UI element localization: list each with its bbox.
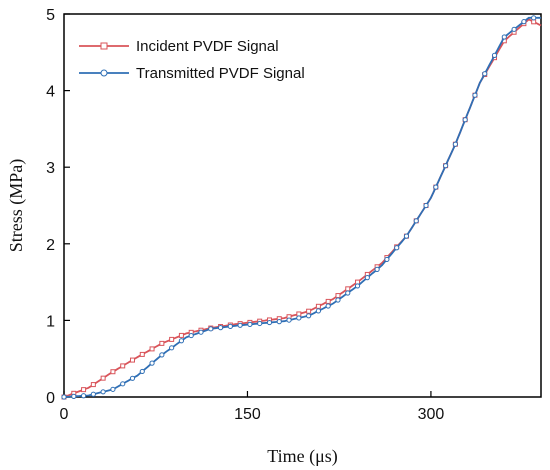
series-2-marker [237, 322, 243, 328]
series-2-marker [247, 321, 253, 327]
series-2-marker [159, 352, 165, 358]
plot-frame [63, 13, 542, 398]
series-1-marker [335, 293, 341, 299]
series-2-marker [217, 325, 224, 331]
series-2-marker [511, 26, 517, 32]
series-2-marker [257, 320, 263, 327]
series-2-marker [276, 319, 282, 325]
axis-ticks: 0 150 300 0 1 2 3 4 5 [46, 7, 444, 423]
series-2-marker [139, 368, 145, 375]
y-tick-label: 2 [46, 237, 55, 254]
x-tick-label: 150 [234, 406, 261, 423]
series-2-marker [149, 360, 155, 366]
series-2-marker [90, 391, 96, 397]
series-1-marker [120, 363, 126, 369]
series-1-marker [100, 375, 106, 381]
series-1-marker [306, 308, 312, 314]
series-2-marker [462, 117, 468, 123]
legend-label-2: Transmitted PVDF Signal [136, 65, 305, 82]
series-2-marker [501, 34, 507, 40]
series-2-marker [521, 19, 527, 25]
series-2-marker [413, 218, 419, 224]
series-1-marker [178, 332, 184, 338]
legend-marker-2 [100, 69, 108, 77]
series-1-marker [129, 357, 135, 363]
series-2-marker [452, 141, 458, 147]
series-2-marker [491, 52, 498, 58]
series-2-marker [364, 275, 370, 281]
series-2-marker [325, 303, 331, 309]
series-2-marker [374, 266, 380, 272]
series-2-marker [178, 338, 185, 344]
series-2-marker [227, 323, 233, 329]
series-2-marker [354, 283, 361, 289]
series-2-marker [188, 332, 194, 339]
series-1-marker [110, 369, 116, 375]
y-axis-label: Stress (MPa) [6, 159, 27, 253]
series-2-marker [335, 297, 341, 303]
series-1-marker [159, 340, 165, 346]
series-2-marker [266, 319, 273, 326]
series-2-marker [531, 15, 537, 21]
series-2-marker [306, 313, 312, 319]
y-tick-label: 4 [46, 84, 55, 101]
y-tick-label: 3 [46, 160, 55, 177]
y-tick-label: 5 [46, 7, 55, 24]
series-1-marker [81, 387, 87, 393]
series-2-marker [208, 326, 214, 332]
y-tick-label: 1 [46, 313, 55, 330]
series-2-marker [286, 317, 292, 323]
series-2-marker [394, 245, 400, 251]
series-2-marker [110, 386, 116, 392]
series-2-marker [472, 92, 478, 98]
x-tick-label: 0 [60, 406, 69, 423]
series-2-marker [315, 308, 321, 314]
series-2-marker [100, 389, 106, 395]
series-2-marker [129, 375, 136, 381]
x-axis-label: Time (μs) [267, 446, 338, 467]
x-tick-label: 300 [418, 406, 445, 423]
series-2-marker [71, 393, 77, 399]
series-1-marker [169, 336, 175, 342]
series-2-marker [403, 233, 410, 239]
legend-label-1: Incident PVDF Signal [136, 38, 279, 55]
series-2-marker [198, 329, 204, 335]
series-2-marker [296, 315, 302, 321]
series-2-marker [433, 184, 439, 190]
series-2-marker [384, 256, 390, 263]
series-2-marker [482, 71, 488, 77]
series-2-marker [345, 290, 351, 296]
y-tick-label: 0 [46, 390, 55, 407]
series-2-marker [120, 381, 126, 387]
series-1-marker [149, 346, 155, 352]
legend: Incident PVDF Signal Transmitted PVDF Sig… [79, 38, 305, 82]
series-layer [61, 15, 542, 400]
legend-marker-1 [100, 42, 108, 50]
series-1-marker [315, 303, 321, 309]
series-2-marker [443, 163, 449, 169]
series-1-marker [325, 298, 331, 304]
series-1-marker [90, 382, 96, 388]
series-1-marker [345, 286, 351, 292]
series-2-marker [169, 345, 175, 351]
series-2-marker [61, 394, 67, 400]
series-1-marker [139, 351, 145, 357]
series-2-marker [80, 393, 87, 399]
series-2-marker [423, 202, 429, 209]
